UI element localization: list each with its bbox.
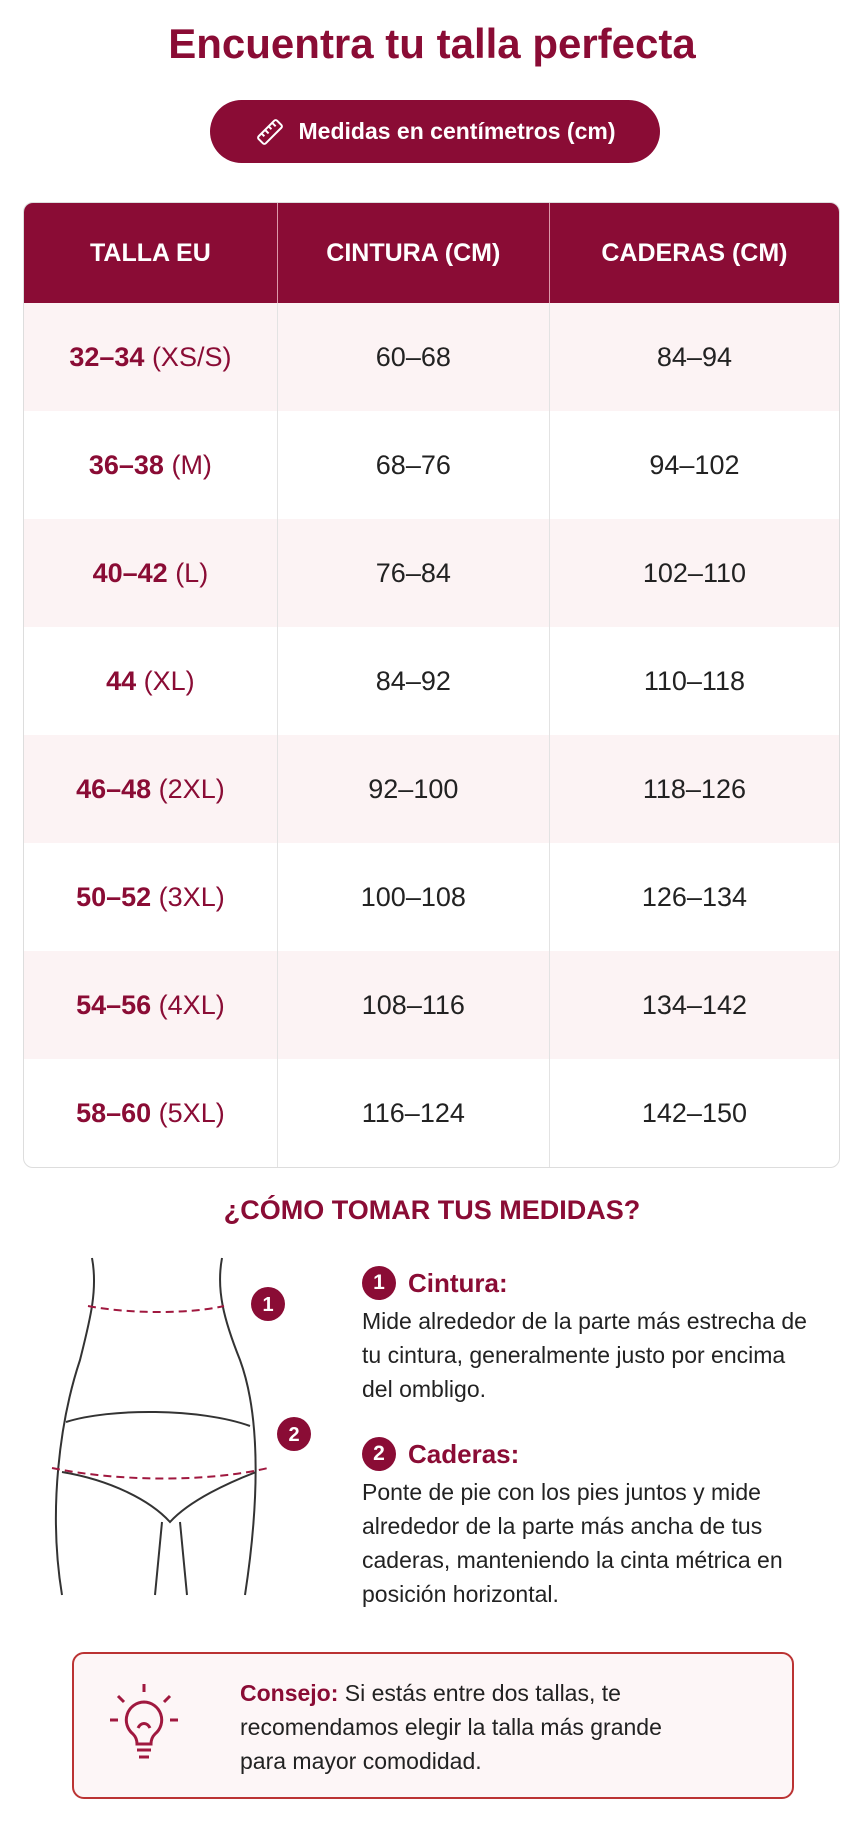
- waist-cell: 84–92: [278, 627, 550, 735]
- size-cell: 50–52 (3XL): [24, 843, 278, 951]
- column-header: CADERAS (CM): [549, 203, 839, 303]
- tip-box: Consejo: Si estás entre dos tallas, te r…: [72, 1652, 794, 1799]
- tip-body: Si estás entre dos tallas, te recomendam…: [240, 1680, 662, 1774]
- body-figure: 1 2: [51, 1257, 311, 1596]
- size-tag: (3XL): [158, 881, 225, 912]
- ruler-icon: [256, 118, 283, 145]
- badge-text: Medidas en centímetros (cm): [298, 118, 616, 144]
- waist-cell: 100–108: [278, 843, 550, 951]
- size-tag: (L): [175, 557, 209, 588]
- size-table: TALLA EU CINTURA (CM) CADERAS (CM) 32–34 (X…: [23, 202, 840, 1168]
- marker-number: 2: [288, 1424, 299, 1446]
- waist-cell: 76–84: [277, 519, 550, 627]
- unit-badge: Medidas en centímetros (cm): [210, 100, 660, 163]
- hip-cell: 94–102: [649, 449, 740, 480]
- tip-text: Consejo: Si estás entre dos tallas, te r…: [240, 1676, 710, 1778]
- size-number: 50–52: [76, 881, 152, 912]
- size-tag: (XL): [143, 665, 195, 696]
- table-row: 40–42 (L) 76–84 102–110: [24, 519, 839, 627]
- step-title: Cintura:: [408, 1268, 508, 1298]
- title: Encuentra tu talla perfecta: [168, 20, 696, 67]
- step-text: Ponte de pie con los pies juntos y mide …: [362, 1479, 783, 1607]
- step-heading: 1 Cintura:: [362, 1266, 812, 1300]
- bulb-icon: [110, 1684, 178, 1759]
- column-header: TALLA EU: [24, 203, 278, 303]
- size-number: 44: [106, 665, 137, 696]
- size-cell: 44 (XL): [24, 627, 278, 735]
- waist-cell: 116–124: [278, 1059, 550, 1167]
- size-tag: (M): [171, 449, 212, 480]
- table-row: 32–34 (XS/S) 60–68 84–94: [24, 303, 839, 411]
- step: 2 Caderas: Ponte de pie con los pies junto…: [362, 1437, 812, 1611]
- hip-cell: 84–94: [549, 303, 839, 411]
- table-row: 50–52 (3XL) 100–108 126–134: [24, 843, 839, 951]
- size-number: 36–38: [88, 449, 164, 480]
- size-cell: 54–56 (4XL): [24, 951, 278, 1059]
- waist-cell: 92–100: [277, 735, 550, 843]
- hip-cell: 102–110: [549, 519, 839, 627]
- table-row: 36–38 (M) 68–76 94–102: [24, 411, 839, 519]
- size-cell: 58–60 (5XL): [24, 1059, 278, 1167]
- step: 1 Cintura: Mide alrededor de la parte más …: [362, 1266, 812, 1406]
- waist-cell: 68–76: [278, 411, 550, 519]
- table-row: 58–60 (5XL) 116–124 142–150: [24, 1059, 839, 1167]
- step-heading: 2 Caderas:: [362, 1437, 812, 1471]
- size-tag: (5XL): [158, 1097, 225, 1128]
- waist-cell: 60–68: [277, 303, 550, 411]
- size-tag: (2XL): [158, 773, 225, 804]
- waist-cell: 108–116: [277, 951, 550, 1059]
- step-number: 2: [362, 1437, 396, 1471]
- step-title: Caderas:: [408, 1439, 520, 1469]
- table-row: 54–56 (4XL) 108–116 134–142: [24, 951, 839, 1059]
- marker-number: 1: [262, 1294, 273, 1316]
- column-header: CINTURA (CM): [277, 203, 550, 303]
- size-tag: (XS/S): [151, 341, 232, 372]
- table-row: 46–48 (2XL) 92–100 118–126: [24, 735, 839, 843]
- size-tag: (4XL): [158, 989, 225, 1020]
- size-cell: 36–38 (M): [24, 411, 278, 519]
- hip-cell: 134–142: [549, 951, 839, 1059]
- size-number: 32–34: [69, 341, 145, 372]
- step-text: Mide alrededor de la parte más estrecha …: [362, 1308, 807, 1402]
- size-number: 40–42: [92, 557, 168, 588]
- step-number: 1: [362, 1266, 396, 1300]
- hip-cell: 142–150: [641, 1097, 747, 1128]
- size-number: 46–48: [76, 773, 152, 804]
- tip-label: Consejo:: [240, 1680, 339, 1706]
- size-cell: 32–34 (XS/S): [24, 303, 278, 411]
- table-row: 44 (XL) 84–92 110–118: [24, 627, 839, 735]
- size-number: 54–56: [76, 989, 152, 1020]
- size-cell: 40–42 (L): [24, 519, 278, 627]
- hip-cell: 126–134: [641, 881, 747, 912]
- guide-title: ¿CÓMO TOMAR TUS MEDIDAS?: [223, 1195, 641, 1225]
- hip-cell: 110–118: [643, 665, 745, 696]
- size-number: 58–60: [76, 1097, 152, 1128]
- hip-cell: 118–126: [549, 735, 839, 843]
- size-cell: 46–48 (2XL): [24, 735, 278, 843]
